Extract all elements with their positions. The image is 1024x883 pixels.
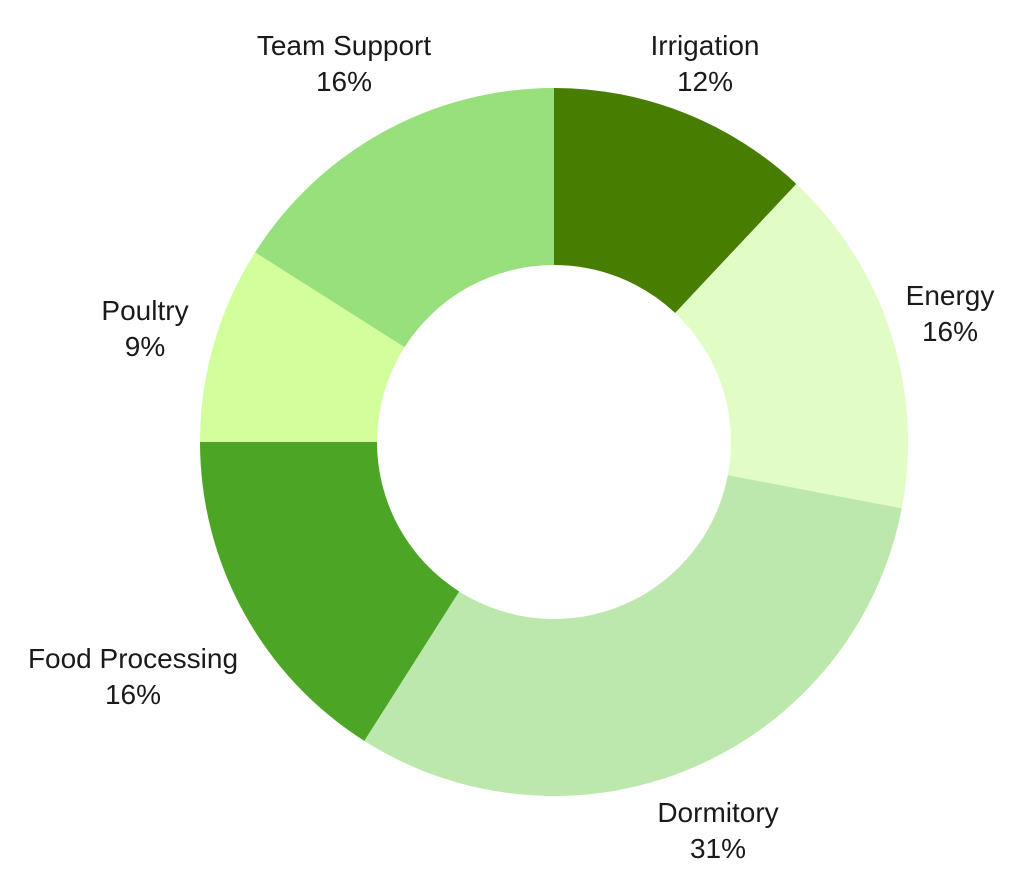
slice-percent-dormitory: 31% bbox=[690, 833, 746, 864]
donut-labels: Irrigation 12% Energy 16% Dormitory 31% Food P… bbox=[28, 30, 994, 864]
slice-percent-energy: 16% bbox=[922, 316, 978, 347]
slice-label-poultry: Poultry bbox=[101, 295, 188, 326]
slice-percent-irrigation: 12% bbox=[677, 66, 733, 97]
slice-dormitory bbox=[364, 475, 902, 796]
slice-label-irrigation: Irrigation bbox=[651, 30, 760, 61]
slice-food-processing bbox=[200, 442, 460, 741]
slice-label-team-support: Team Support bbox=[257, 30, 432, 61]
slice-irrigation bbox=[554, 88, 797, 313]
slice-percent-food-processing: 16% bbox=[105, 679, 161, 710]
slice-poultry bbox=[200, 252, 405, 442]
slice-label-food-processing: Food Processing bbox=[28, 643, 238, 674]
slice-percent-team-support: 16% bbox=[316, 66, 372, 97]
slice-energy bbox=[675, 183, 908, 509]
slice-label-energy: Energy bbox=[906, 280, 995, 311]
slice-team-support bbox=[255, 88, 555, 348]
donut-slices bbox=[200, 88, 908, 796]
slice-label-dormitory: Dormitory bbox=[657, 797, 778, 828]
slice-percent-poultry: 9% bbox=[125, 331, 165, 362]
